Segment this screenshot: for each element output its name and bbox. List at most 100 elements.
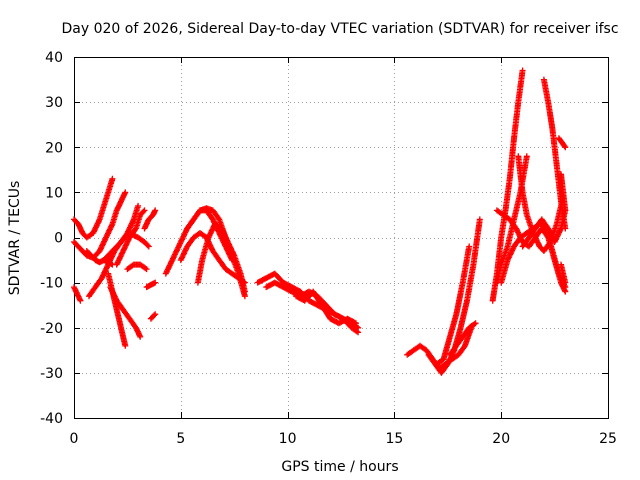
y-tick-label: 20 (45, 140, 63, 156)
y-tick-label: -40 (40, 411, 63, 427)
x-tick-labels: 0 5 10 15 20 25 (70, 431, 617, 447)
data-point (534, 239, 541, 246)
data-point (476, 216, 483, 223)
data-point (116, 254, 123, 261)
series-arc-23 (434, 243, 473, 367)
data-point (353, 320, 359, 327)
data-point (466, 243, 473, 250)
data-point (122, 342, 129, 349)
y-tick-label: 40 (45, 50, 63, 66)
data-point (562, 144, 569, 151)
data-point (100, 272, 106, 279)
data-point (519, 67, 526, 74)
data-point (353, 328, 360, 335)
data-point (151, 312, 158, 319)
data-point (71, 285, 78, 292)
data-point (152, 207, 159, 214)
data-point (472, 320, 479, 327)
y-tick-label: -10 (40, 276, 63, 292)
series-arc-10 (124, 261, 150, 273)
data-point (562, 279, 569, 286)
data-point (118, 250, 125, 257)
x-tick-label: 10 (279, 431, 297, 447)
y-tick-label: 0 (54, 231, 63, 247)
x-tick-label: 25 (599, 431, 617, 447)
series-arc-17 (194, 221, 248, 295)
data-point (137, 333, 144, 340)
x-tick-label: 20 (492, 431, 510, 447)
axis-ticks (74, 57, 609, 419)
data-point (225, 240, 232, 247)
data-point (143, 266, 150, 273)
data-point (120, 248, 127, 254)
data-point (152, 279, 159, 286)
data-points (71, 67, 569, 376)
series-arc-12 (143, 279, 159, 291)
data-point (122, 189, 129, 196)
series-arc-24 (446, 320, 479, 358)
series-arc-34 (558, 261, 569, 286)
data-point (182, 246, 189, 253)
y-tick-label: 30 (45, 95, 63, 111)
data-point (505, 255, 512, 262)
data-point (106, 227, 113, 234)
series-arc-1 (71, 284, 84, 304)
data-point (92, 225, 99, 232)
series-arc-13 (147, 311, 159, 322)
data-point (509, 246, 516, 253)
series-arc-6 (107, 284, 144, 340)
data-point (140, 208, 147, 215)
series-arc-29 (515, 153, 567, 254)
series-arc-33 (558, 171, 569, 214)
data-point (241, 288, 248, 295)
data-point (514, 228, 521, 235)
data-point (515, 230, 522, 237)
x-tick-label: 5 (176, 431, 185, 447)
y-axis-title: SDTVAR / TECUs (7, 181, 23, 296)
data-point (77, 297, 84, 304)
series-arc-31 (540, 76, 569, 232)
data-point (561, 143, 568, 150)
data-point (105, 260, 112, 267)
data-point (355, 329, 362, 336)
data-point (112, 295, 119, 301)
data-point (562, 225, 569, 232)
data-point (562, 207, 569, 214)
data-point (152, 311, 159, 318)
data-point (226, 243, 233, 250)
chart-title: Day 020 of 2026, Sidereal Day-to-day VTE… (61, 21, 618, 37)
data-point (115, 257, 122, 264)
y-tick-labels: -40 -30 -20 -10 0 10 20 30 40 (40, 50, 63, 427)
data-point (167, 261, 174, 268)
data-point (97, 245, 104, 252)
series-arc-11 (141, 207, 159, 232)
data-point (94, 220, 101, 227)
data-point (104, 262, 111, 269)
data-point (96, 248, 103, 254)
data-point (74, 292, 81, 299)
data-point (109, 175, 116, 182)
data-point (142, 265, 149, 272)
series-arc-3 (71, 189, 129, 261)
data-point (107, 225, 114, 231)
series-arc-25 (489, 67, 526, 304)
data-point (168, 258, 175, 265)
data-point (533, 236, 540, 243)
x-tick-label: 15 (385, 431, 403, 447)
data-point (181, 248, 188, 255)
data-point (220, 230, 227, 237)
data-point (178, 255, 185, 262)
data-point (93, 223, 100, 230)
series-arc-2 (71, 175, 116, 241)
data-point (145, 243, 152, 250)
data-point (144, 242, 151, 249)
data-point (141, 207, 148, 214)
x-tick-label: 0 (70, 431, 79, 447)
data-point (76, 295, 83, 301)
data-point (523, 153, 530, 160)
series-arc-9 (113, 207, 148, 268)
data-point (121, 245, 128, 252)
data-point (471, 321, 478, 328)
